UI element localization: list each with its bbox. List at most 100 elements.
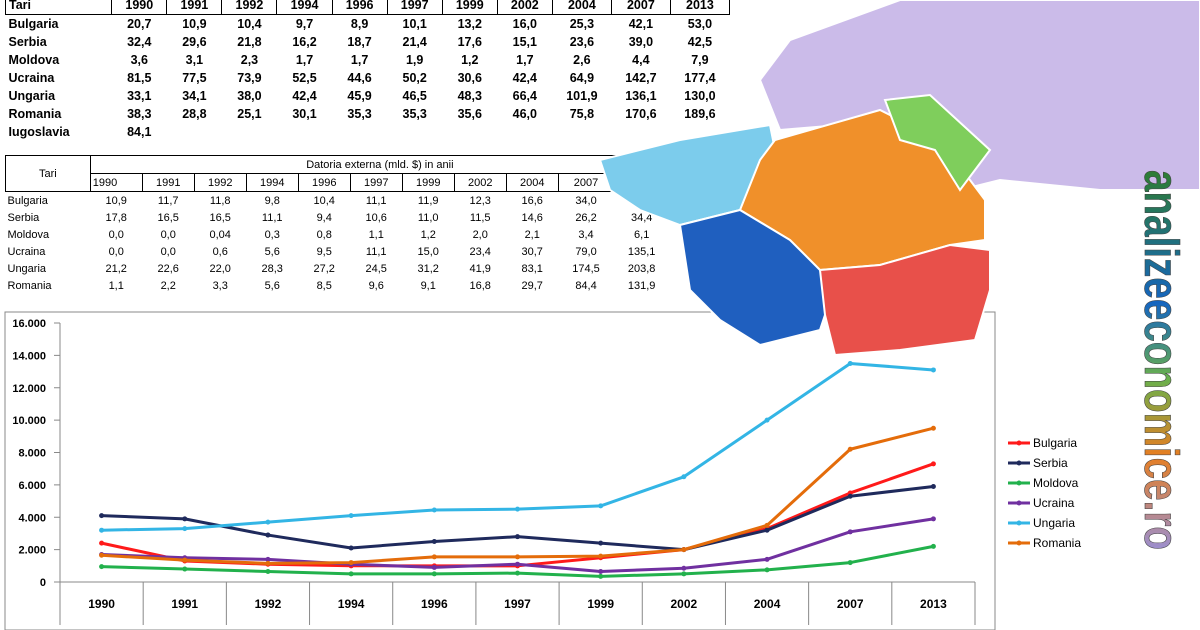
table-cell: 2,2 bbox=[160, 279, 176, 292]
column-header: 2004 bbox=[551, 0, 612, 15]
table-cell: 53,0 bbox=[687, 17, 713, 31]
chart-frame bbox=[4, 311, 996, 630]
table-cell: 5,6 bbox=[264, 279, 280, 292]
column-header: 2002 bbox=[453, 173, 507, 192]
point-marker bbox=[348, 545, 354, 551]
table-cell: 21,2 bbox=[105, 262, 127, 275]
row-label: Moldova bbox=[8, 53, 60, 67]
legend-label: Ungaria bbox=[1033, 516, 1075, 530]
table-cell: 84,4 bbox=[575, 279, 597, 292]
legend-marker bbox=[1016, 480, 1022, 486]
point-marker bbox=[348, 571, 354, 577]
table-cell: 0,0 bbox=[160, 228, 176, 241]
table-row: Bulgaria 10,9 11,7 11,8 9,8 10,4 11,1 11,9 12,3 1… bbox=[6, 192, 670, 210]
table-cell: 0,0 bbox=[160, 245, 176, 258]
point-marker bbox=[847, 560, 853, 566]
table-cell: 24,5 bbox=[365, 262, 387, 275]
point-marker bbox=[847, 529, 853, 535]
legend-label: Romania bbox=[1033, 536, 1081, 550]
point-marker bbox=[348, 513, 354, 519]
table-cell: 26,2 bbox=[575, 211, 597, 224]
point-marker bbox=[99, 564, 105, 570]
population-table: Tari 1990 1991 1992 1994 1996 1997 1999 2002 2004… bbox=[4, 0, 731, 141]
table-cell: 42,1 bbox=[628, 17, 654, 31]
table-cell: 16,0 bbox=[512, 17, 537, 31]
point-marker bbox=[182, 516, 188, 522]
table-cell: 23,6 bbox=[569, 35, 595, 49]
column-header: 2013 bbox=[669, 0, 731, 15]
table-cell: 64,9 bbox=[569, 71, 595, 85]
row-label: Moldova bbox=[7, 228, 50, 241]
x-tick-label: 1996 bbox=[421, 597, 448, 611]
table-cell: 21,8 bbox=[237, 35, 262, 49]
header-cell: Tari bbox=[4, 0, 113, 15]
table-cell: 29,7 bbox=[521, 279, 543, 292]
map-ukraine bbox=[758, 0, 1200, 192]
table-cell: 17,8 bbox=[105, 211, 127, 224]
table-cell: 28,3 bbox=[261, 262, 283, 275]
x-tick-label: 2002 bbox=[671, 597, 698, 611]
point-marker bbox=[265, 568, 271, 574]
y-tick-label: 6.000 bbox=[18, 480, 46, 492]
series-line bbox=[101, 426, 934, 565]
table-cell: 32,4 bbox=[127, 35, 152, 49]
row-label: Iugoslavia bbox=[8, 125, 70, 139]
table-cell: 136,1 bbox=[625, 89, 657, 103]
table-cell: 66,4 bbox=[512, 89, 537, 103]
table-cell: 0,6 bbox=[212, 245, 228, 258]
table-cell: 1,7 bbox=[516, 53, 534, 67]
legend-label: Ucraina bbox=[1033, 496, 1075, 510]
x-tick-label: 1992 bbox=[255, 597, 282, 611]
point-marker bbox=[598, 540, 604, 546]
table-cell: 46,5 bbox=[402, 89, 427, 103]
table-row: Serbia 17,8 16,5 16,5 11,1 9,4 10,6 11,0 11,5 14,… bbox=[6, 209, 670, 226]
table-cell: 1,1 bbox=[368, 228, 384, 241]
table-cell: 30,7 bbox=[521, 245, 543, 258]
row-label: Romania bbox=[7, 279, 52, 292]
table-cell: 45,9 bbox=[347, 89, 372, 103]
table-cell: 15,0 bbox=[417, 245, 439, 258]
point-marker bbox=[764, 567, 770, 573]
point-marker bbox=[930, 367, 936, 373]
point-marker bbox=[265, 560, 271, 566]
row-label: Serbia bbox=[8, 35, 47, 49]
point-marker bbox=[515, 506, 520, 512]
table-cell: 4,4 bbox=[632, 53, 650, 67]
point-marker bbox=[182, 557, 188, 563]
table-cell: 81,5 bbox=[127, 71, 152, 85]
table-row: Bulgaria 20,7 10,9 10,4 9,7 8,9 10,1 13,2 16,0 25… bbox=[6, 15, 730, 34]
table-cell: 189,6 bbox=[684, 107, 716, 121]
point-marker bbox=[764, 556, 770, 562]
table-cell: 16,2 bbox=[292, 35, 317, 49]
map bbox=[598, 0, 1200, 357]
table-row: Romania 38,3 28,8 25,1 30,1 35,3 35,3 35,6 46,0 7… bbox=[6, 105, 730, 123]
table-cell: 22,6 bbox=[157, 262, 179, 275]
series-line bbox=[101, 361, 934, 532]
table-cell: 16,5 bbox=[209, 211, 231, 224]
table-cell: 44,6 bbox=[347, 71, 372, 85]
column-header: 2007 bbox=[557, 173, 615, 192]
point-marker bbox=[598, 568, 604, 574]
table-cell: 50,2 bbox=[402, 71, 427, 85]
table-cell: 3,4 bbox=[578, 228, 594, 241]
x-tick-label: 1990 bbox=[88, 597, 115, 611]
map-bulgaria bbox=[818, 243, 991, 357]
table-cell: 2,0 bbox=[472, 228, 488, 241]
table-cell: 0,0 bbox=[108, 228, 124, 241]
table-cell: 42,4 bbox=[512, 71, 537, 85]
column-header: 1994 bbox=[245, 173, 299, 192]
column-header: 2004 bbox=[505, 173, 559, 192]
table-cell: 10,1 bbox=[402, 17, 427, 31]
table-cell: 25,1 bbox=[237, 107, 262, 121]
legend-label: Serbia bbox=[1033, 456, 1068, 470]
table-cell: 10,6 bbox=[365, 211, 387, 224]
table-cell: 11,5 bbox=[469, 211, 491, 224]
table-cell: 2,6 bbox=[573, 53, 591, 67]
table-cell: 9,6 bbox=[368, 279, 384, 292]
header-cell: Tari bbox=[5, 155, 91, 192]
column-header: 1990 bbox=[111, 0, 168, 15]
legend-marker bbox=[1016, 500, 1022, 506]
column-header: 1996 bbox=[331, 0, 388, 15]
legend-marker bbox=[1016, 520, 1022, 526]
x-tick-label: 2007 bbox=[837, 597, 864, 611]
